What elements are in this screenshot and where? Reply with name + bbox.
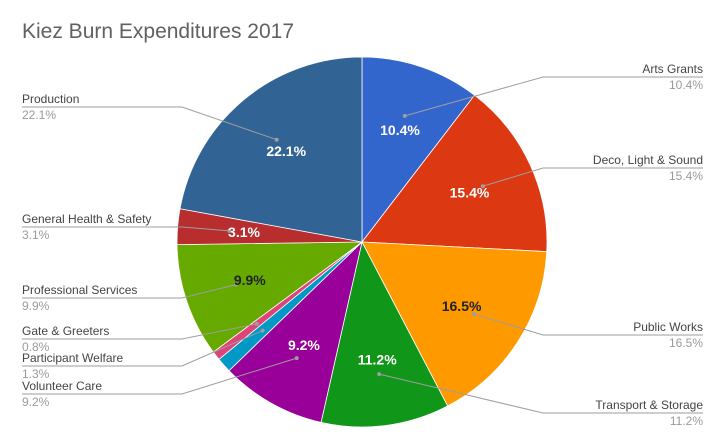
leader-dot-volunteer-care (294, 356, 299, 361)
slice-professional-services (176, 241, 364, 353)
label-percent-general-health-and-safety: 3.1% (22, 228, 50, 242)
chart-title: Kiez Burn Expenditures 2017 (22, 20, 294, 43)
leader-line-general-health-and-safety (22, 226, 230, 232)
slice-value-public-works: 16.5% (442, 298, 482, 314)
leader-line-production (22, 106, 277, 141)
label-name-deco-light-and-sound: Deco, Light & Sound (593, 153, 703, 167)
slice-value-transport-and-storage: 11.2% (358, 351, 397, 367)
leader-dot-participant-welfare (260, 328, 265, 333)
label-percent-professional-services: 9.9% (22, 299, 50, 313)
slice-value-arts-grants: 10.4% (380, 122, 420, 138)
slice-transport-and-storage (320, 240, 449, 428)
label-percent-arts-grants: 10.4% (669, 78, 703, 92)
label-name-production: Production (22, 92, 79, 106)
leader-dot-general-health-and-safety (227, 228, 232, 233)
slice-volunteer-care (228, 240, 363, 423)
label-name-transport-and-storage: Transport & Storage (595, 398, 703, 412)
label-percent-transport-and-storage: 11.2% (670, 414, 703, 428)
label-name-public-works: Public Works (633, 320, 703, 334)
leader-line-public-works (473, 313, 703, 336)
label-name-volunteer-care: Volunteer Care (22, 379, 102, 393)
leader-dot-professional-services (233, 282, 238, 287)
slice-public-works (361, 241, 548, 407)
label-name-professional-services: Professional Services (22, 283, 137, 297)
slice-value-production: 22.1% (266, 143, 306, 159)
label-percent-deco-light-and-sound: 15.4% (669, 169, 703, 183)
leader-line-volunteer-care (22, 357, 297, 395)
outside-labels: Arts Grants 10.4% Deco, Light & Sound 15.4%… (22, 62, 703, 428)
label-name-arts-grants: Arts Grants (642, 62, 703, 76)
label-percent-gate-and-greeters: 0.8% (22, 340, 50, 354)
slice-deco-light-and-sound (361, 94, 548, 253)
label-name-gate-and-greeters: Gate & Greeters (22, 324, 109, 338)
slice-value-general-health-and-safety: 3.1% (228, 224, 260, 240)
leader-line-arts-grants (404, 76, 703, 117)
label-percent-production: 22.1% (22, 108, 56, 122)
slice-value-deco-light-and-sound: 15.4% (450, 184, 490, 200)
label-percent-participant-welfare: 1.3% (22, 367, 50, 381)
leader-dot-gate-and-greeters (254, 321, 259, 326)
label-percent-volunteer-care: 9.2% (22, 395, 50, 409)
leader-line-participant-welfare (22, 330, 263, 367)
leader-line-transport-and-storage (378, 373, 703, 414)
leader-dot-transport-and-storage (377, 372, 382, 377)
slice-arts-grants (361, 56, 476, 244)
leader-dot-production (274, 137, 279, 142)
label-name-participant-welfare: Participant Welfare (22, 351, 123, 365)
slice-production (179, 56, 363, 243)
leader-dot-deco-light-and-sound (480, 184, 485, 189)
pie-slices (176, 56, 548, 428)
leader-line-gate-and-greeters (22, 323, 257, 340)
label-name-general-health-and-safety: General Health & Safety (22, 212, 151, 226)
slice-value-professional-services: 9.9% (234, 272, 266, 288)
leader-lines (22, 76, 703, 414)
leader-line-professional-services (22, 284, 236, 299)
slice-value-volunteer-care: 9.2% (288, 337, 320, 353)
slice-labels: 10.4% 15.4% 16.5% 11.2% 9.2% 9.9% 3.1% 22.1% (228, 122, 490, 368)
label-percent-public-works: 16.5% (669, 336, 703, 350)
leader-line-deco-light-and-sound (482, 167, 703, 187)
leader-dot-public-works (472, 312, 477, 316)
leader-dot-arts-grants (402, 113, 407, 118)
